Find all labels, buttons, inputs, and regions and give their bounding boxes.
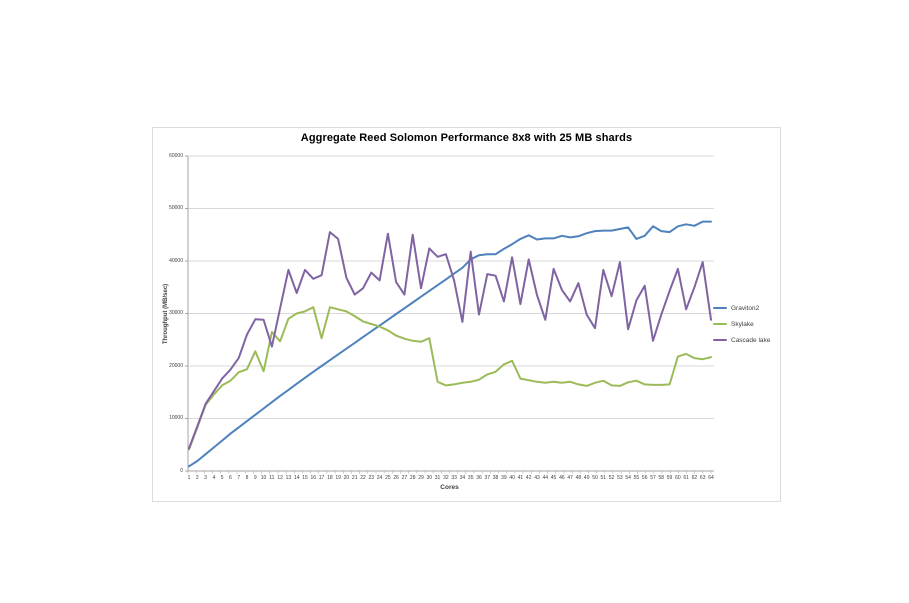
x-tick-label-58: 58 — [658, 475, 665, 481]
x-tick-label-30: 30 — [426, 475, 433, 481]
legend-swatch-cascade-lake — [713, 338, 727, 342]
x-tick-label-23: 23 — [368, 475, 375, 481]
x-tick-label-54: 54 — [625, 475, 631, 481]
x-tick-label-25: 25 — [385, 475, 391, 481]
x-tick-label-11: 11 — [269, 475, 275, 481]
x-tick-label-24: 24 — [376, 475, 383, 481]
x-tick-label-9: 9 — [253, 475, 257, 481]
x-tick-label-50: 50 — [592, 475, 598, 481]
chart-legend: Graviton2 Skylake Cascade lake — [713, 300, 770, 348]
x-tick-label-48: 48 — [575, 475, 582, 481]
y-tick-label-0: 0 — [180, 467, 183, 474]
x-tick-label-43: 43 — [534, 475, 540, 481]
y-tick-label-60000: 60000 — [169, 152, 183, 159]
series-line-cascade-lake — [188, 231, 712, 450]
legend-swatch-skylake — [713, 322, 727, 326]
legend-item-graviton2: Graviton2 — [713, 300, 770, 316]
x-tick-label-28: 28 — [409, 475, 416, 481]
legend-swatch-graviton2 — [713, 306, 727, 310]
x-tick-label-41: 41 — [517, 475, 524, 481]
x-tick-label-1: 1 — [187, 475, 191, 481]
x-tick-label-45: 45 — [550, 475, 557, 481]
y-tick-label-50000: 50000 — [169, 205, 183, 211]
legend-item-cascade-lake: Cascade lake — [713, 332, 770, 348]
x-tick-label-42: 42 — [525, 475, 532, 481]
x-tick-label-34: 34 — [459, 475, 466, 481]
x-tick-label-51: 51 — [600, 475, 607, 481]
x-tick-label-2: 2 — [195, 475, 199, 481]
x-tick-label-4: 4 — [212, 475, 216, 481]
x-tick-label-52: 52 — [608, 475, 615, 481]
x-tick-label-33: 33 — [451, 475, 457, 481]
x-tick-label-47: 47 — [567, 475, 573, 481]
x-tick-label-56: 56 — [641, 475, 648, 481]
x-tick-label-64: 64 — [708, 475, 714, 481]
x-tick-label-31: 31 — [434, 475, 441, 481]
x-tick-label-35: 35 — [467, 475, 474, 481]
x-tick-label-49: 49 — [583, 475, 590, 481]
x-tick-label-60: 60 — [675, 475, 681, 481]
x-tick-label-63: 63 — [699, 475, 706, 481]
x-tick-label-62: 62 — [691, 475, 698, 481]
x-tick-label-8: 8 — [245, 475, 249, 481]
x-axis-title: Cores — [440, 484, 459, 491]
x-tick-label-12: 12 — [277, 475, 283, 481]
x-tick-label-44: 44 — [542, 475, 549, 481]
series-line-graviton2 — [188, 220, 712, 468]
legend-label-cascade-lake: Cascade lake — [731, 336, 771, 344]
x-tick-label-14: 14 — [293, 475, 300, 481]
x-tick-label-22: 22 — [360, 475, 366, 481]
x-tick-label-19: 19 — [335, 475, 341, 481]
x-tick-label-29: 29 — [418, 475, 424, 481]
y-tick-label-40000: 40000 — [169, 257, 183, 264]
x-tick-label-57: 57 — [650, 475, 656, 481]
chart-title: Aggregate Reed Solomon Performance 8x8 w… — [300, 132, 633, 144]
y-tick-label-30000: 30000 — [169, 310, 183, 316]
plot-area — [185, 155, 714, 474]
x-tick-label-18: 18 — [327, 475, 333, 481]
x-tick-label-39: 39 — [501, 475, 507, 481]
x-tick-label-21: 21 — [351, 475, 358, 481]
x-tick-label-26: 26 — [393, 475, 399, 481]
x-tick-label-59: 59 — [666, 475, 673, 481]
x-tick-label-61: 61 — [683, 475, 689, 481]
x-tick-label-38: 38 — [492, 475, 499, 481]
x-tick-label-3: 3 — [204, 475, 207, 481]
x-tick-label-36: 36 — [476, 475, 482, 481]
x-tick-label-7: 7 — [237, 475, 241, 481]
x-tick-label-15: 15 — [302, 475, 308, 481]
y-tick-label-20000: 20000 — [169, 362, 183, 369]
x-tick-label-46: 46 — [559, 475, 565, 481]
series-line-skylake — [188, 306, 712, 451]
legend-label-skylake: Skylake — [731, 320, 754, 328]
x-tick-label-5: 5 — [220, 475, 224, 481]
x-tick-label-37: 37 — [484, 475, 491, 481]
x-tick-label-6: 6 — [229, 475, 232, 481]
x-tick-label-53: 53 — [617, 475, 623, 481]
x-tick-label-16: 16 — [310, 475, 317, 481]
y-axis-title: Throughput (MB/sec) — [163, 283, 169, 345]
x-tick-label-20: 20 — [343, 475, 350, 481]
chart-frame: Aggregate Reed Solomon Performance 8x8 w… — [152, 127, 781, 502]
x-tick-label-55: 55 — [633, 475, 640, 481]
legend-item-skylake: Skylake — [713, 316, 770, 332]
x-tick-label-32: 32 — [443, 475, 449, 481]
x-tick-label-40: 40 — [509, 475, 515, 481]
x-tick-label-27: 27 — [401, 475, 408, 481]
x-tick-label-10: 10 — [260, 475, 267, 481]
x-tick-label-17: 17 — [318, 475, 325, 481]
y-tick-label-10000: 10000 — [169, 415, 183, 421]
legend-label-graviton2: Graviton2 — [731, 304, 760, 312]
x-tick-label-13: 13 — [285, 475, 292, 481]
